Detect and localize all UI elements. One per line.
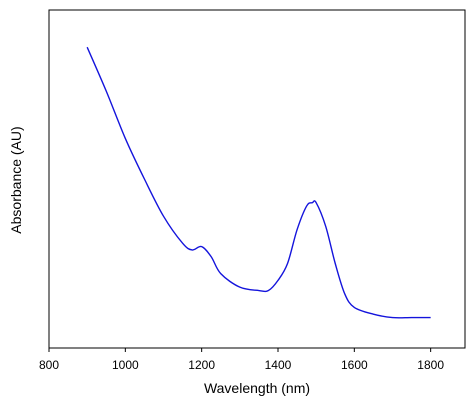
x-tick-label: 800 xyxy=(39,358,59,372)
x-axis-label: Wavelength (nm) xyxy=(204,380,310,396)
x-tick-label: 1400 xyxy=(265,358,292,372)
x-tick-label: 1200 xyxy=(188,358,215,372)
plot-frame xyxy=(48,9,466,349)
y-axis-label: Absorbance (AU) xyxy=(8,126,24,233)
x-tick-label: 1000 xyxy=(112,358,139,372)
series-line xyxy=(86,46,431,319)
x-tick-label: 1800 xyxy=(417,358,444,372)
x-tick-label: 1600 xyxy=(341,358,368,372)
